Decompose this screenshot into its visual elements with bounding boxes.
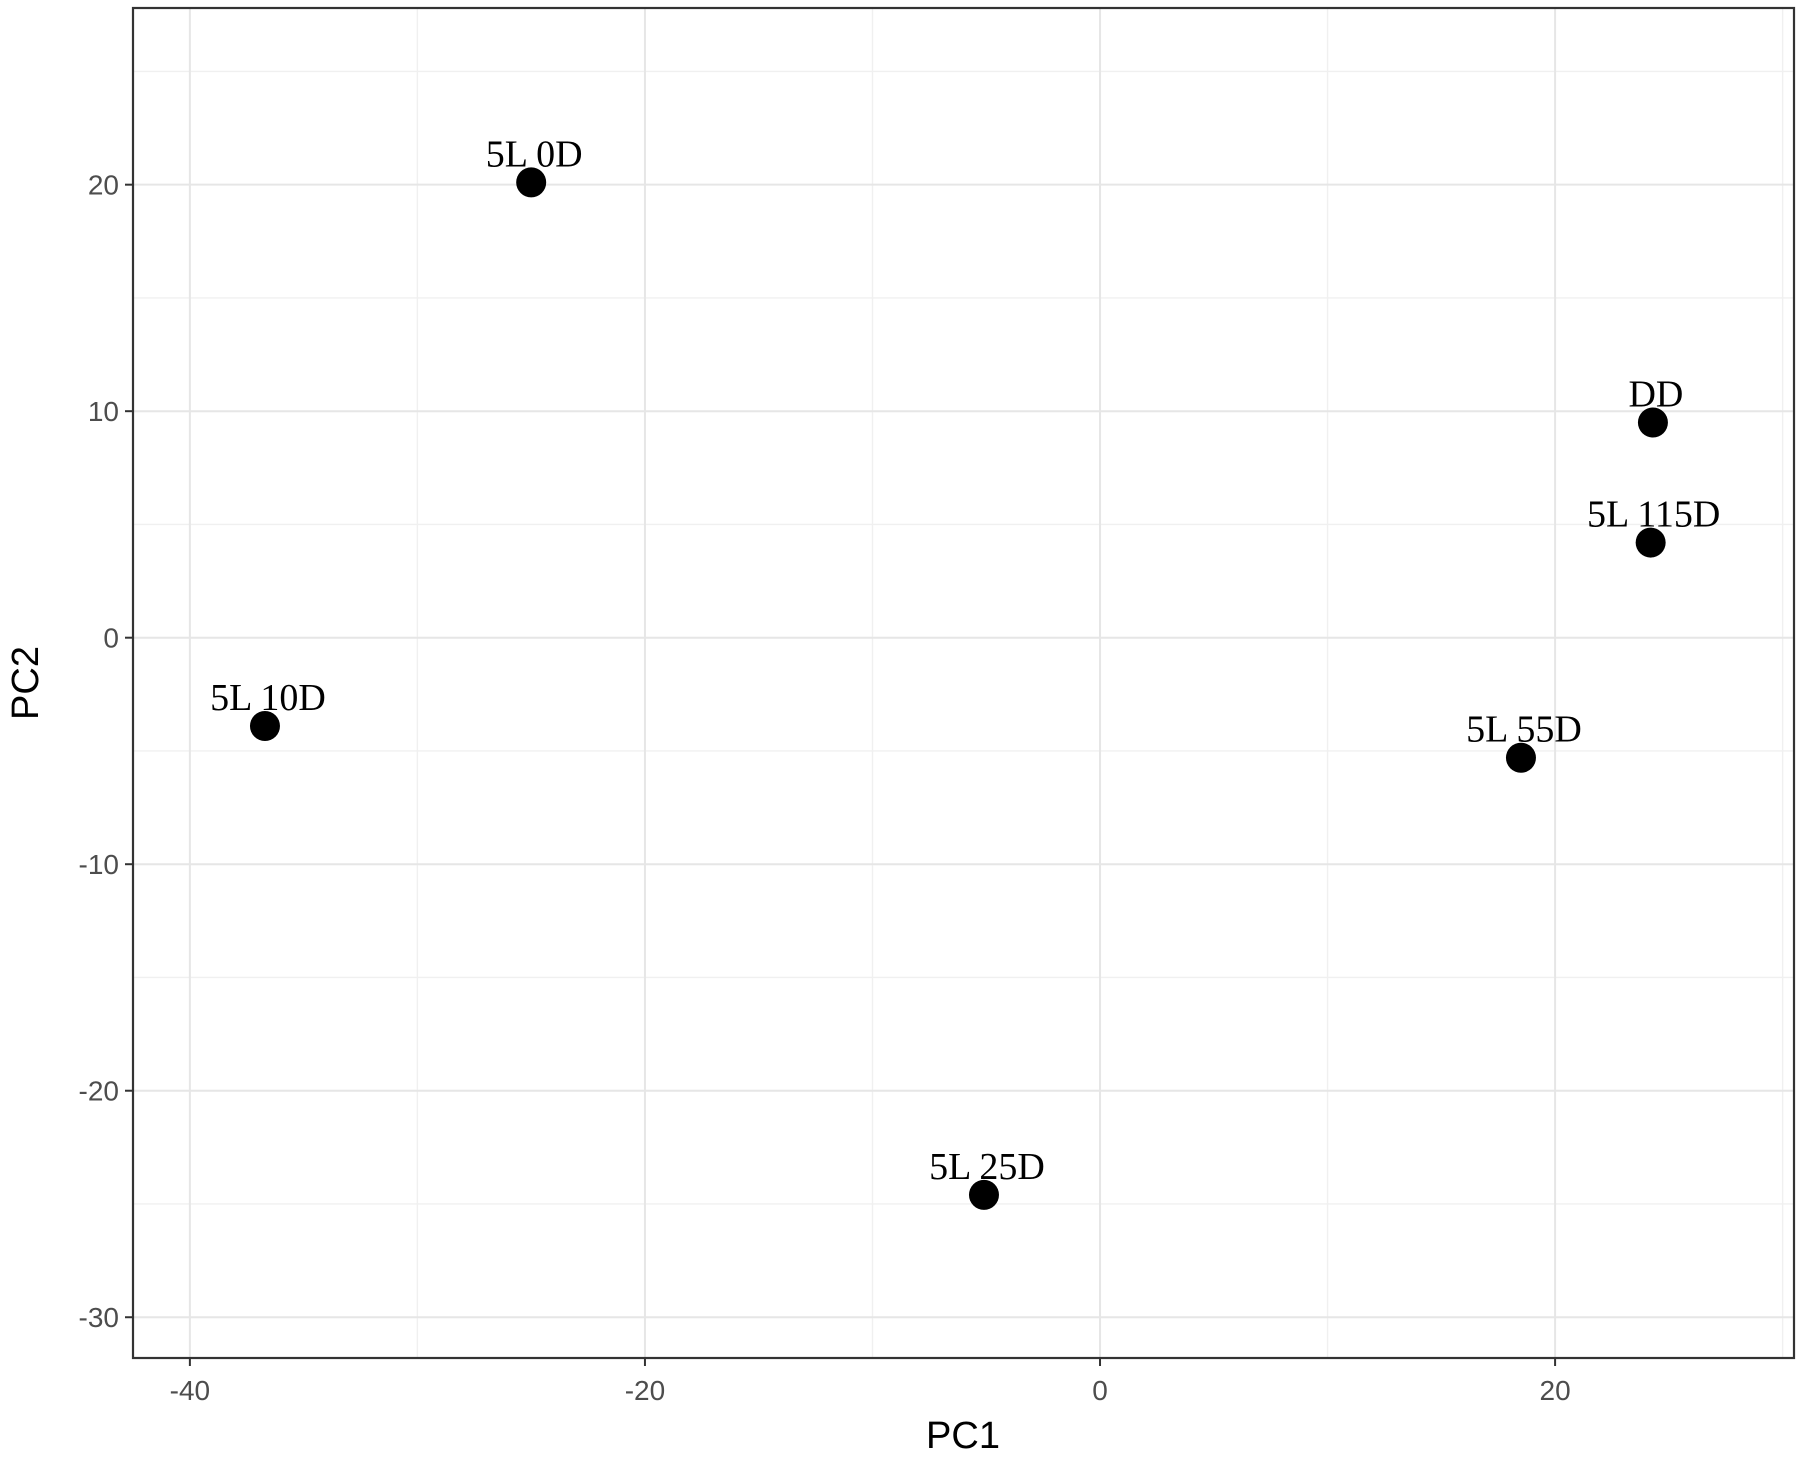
y-tick-label: -10	[79, 849, 119, 880]
data-point	[1505, 742, 1536, 773]
y-tick-label: -30	[79, 1302, 119, 1333]
data-point	[1637, 407, 1668, 438]
plot-panel	[131, 6, 1796, 1360]
y-axis-title: PC2	[5, 646, 47, 720]
x-tick-label: 0	[1092, 1375, 1108, 1406]
y-tick-label: -20	[79, 1076, 119, 1107]
data-point-label: DD	[1628, 374, 1683, 416]
x-tick-label: 20	[1540, 1375, 1571, 1406]
axis-ticks: -40 -20 0 20 -30 -20 -10 0 10 20	[79, 170, 1571, 1406]
data-point	[516, 167, 547, 198]
data-point-label: 5L 0D	[486, 133, 583, 175]
data-point-label: 5L 25D	[929, 1146, 1045, 1188]
data-point-label: 5L 55D	[1466, 709, 1582, 751]
data-points: 5L 0D DD 5L 115D 5L 10D 5L 55D 5L 25D	[210, 133, 1720, 1210]
data-point	[1635, 527, 1666, 558]
x-tick-label: -20	[625, 1375, 665, 1406]
x-axis-title: PC1	[926, 1415, 1000, 1457]
x-tick-label: -40	[170, 1375, 210, 1406]
grid	[133, 8, 1794, 1358]
data-point-label: 5L 115D	[1587, 494, 1720, 536]
y-tick-label: 0	[103, 623, 119, 654]
y-tick-label: 10	[88, 396, 119, 427]
y-tick-label: 20	[88, 170, 119, 201]
data-point	[249, 711, 280, 742]
data-point-label: 5L 10D	[210, 677, 326, 719]
data-point	[968, 1179, 999, 1210]
